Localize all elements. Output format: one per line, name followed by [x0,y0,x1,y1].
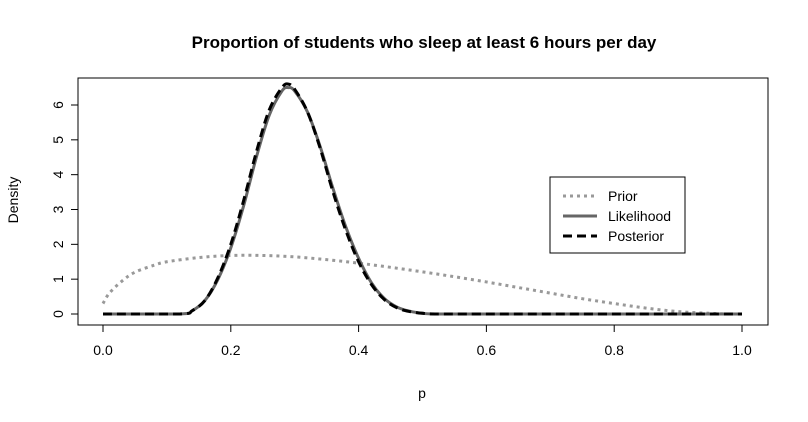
x-tick-label: 0.6 [477,342,497,358]
x-tick-label: 0.0 [93,342,113,358]
y-tick-label: 0 [50,310,66,318]
x-tick-label: 1.0 [732,342,752,358]
y-tick-label: 3 [50,205,66,213]
series-line-posterior [103,82,742,316]
legend-label-likelihood: Likelihood [608,208,671,224]
y-tick-label: 1 [50,275,66,283]
x-tick-label: 0.2 [221,342,241,358]
y-tick-label: 2 [50,240,66,248]
x-axis-label: p [418,385,426,401]
legend-label-prior: Prior [608,188,638,204]
y-axis-label: Density [5,177,21,224]
x-tick-label: 0.4 [349,342,369,358]
legend: Prior Likelihood Posterior [549,176,686,254]
x-tick-label: 0.8 [604,342,624,358]
legend-label-posterior: Posterior [608,228,664,244]
y-tick-label: 5 [50,136,66,144]
axes-group: 0.0 0.2 0.4 0.6 0.8 1.0 0 1 2 3 4 5 6 [50,101,752,358]
chart-title: Proportion of students who sleep at leas… [192,33,657,52]
y-tick-label: 6 [50,101,66,109]
y-tick-label: 4 [50,171,66,179]
series-layer [101,82,742,316]
series-line-prior [101,253,742,316]
